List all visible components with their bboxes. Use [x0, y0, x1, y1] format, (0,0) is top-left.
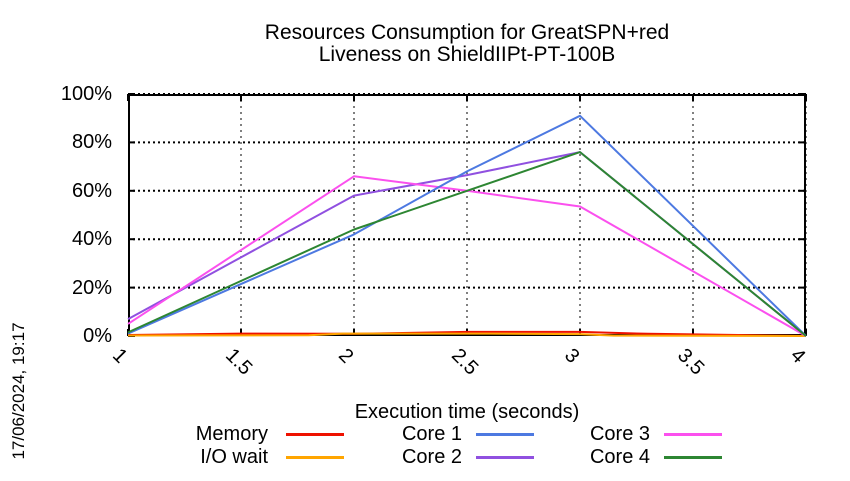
plot-border [128, 94, 806, 336]
plot-area [127, 93, 807, 337]
y-tick-label-100: 100% [60, 83, 112, 105]
chart-title: Resources Consumption for GreatSPN+red [264, 21, 670, 44]
series-line-memory [127, 330, 807, 337]
y-tick-label-20: 20% [71, 276, 112, 299]
y-tick-label-60: 60% [71, 179, 112, 202]
x-tick-label-1-5: 1.5 [221, 344, 257, 380]
legend-swatch-core-3 [664, 433, 722, 436]
y-tick-label-0: 0% [83, 325, 112, 347]
legend-label-i-o-wait: I/O wait [200, 446, 268, 468]
x-tick-label-3: 3 [560, 344, 584, 368]
series-line-core-4 [127, 151, 807, 337]
y-tick-label-40: 40% [71, 228, 112, 251]
legend-swatch-core-2 [476, 456, 534, 459]
x-tick-label-2: 2 [334, 344, 358, 368]
legend-swatch-memory [286, 433, 344, 436]
x-tick-label-2-5: 2.5 [447, 344, 483, 380]
legend-label-core-4: Core 4 [589, 446, 650, 468]
legend-swatch-core-1 [476, 433, 534, 436]
series-line-i-o-wait [127, 332, 807, 337]
legend-label-core-3: Core 3 [589, 423, 650, 445]
legend-label-core-1: Core 1 [401, 423, 462, 445]
legend-label-core-2: Core 2 [401, 446, 462, 468]
x-tick-label-1: 1 [108, 344, 132, 368]
x-axis-title: Execution time (seconds) [354, 401, 580, 423]
legend-swatch-core-4 [664, 456, 722, 459]
x-tick-label-4: 4 [786, 344, 810, 368]
legend-label-memory: Memory [195, 423, 268, 445]
series-line-core-1 [127, 114, 807, 337]
x-tick-label-3-5: 3.5 [673, 344, 709, 380]
y-tick-label-80: 80% [71, 131, 112, 154]
chart-subtitle: Liveness on ShieldIIPt-PT-100B [318, 43, 616, 66]
legend-swatch-i-o-wait [286, 456, 344, 459]
